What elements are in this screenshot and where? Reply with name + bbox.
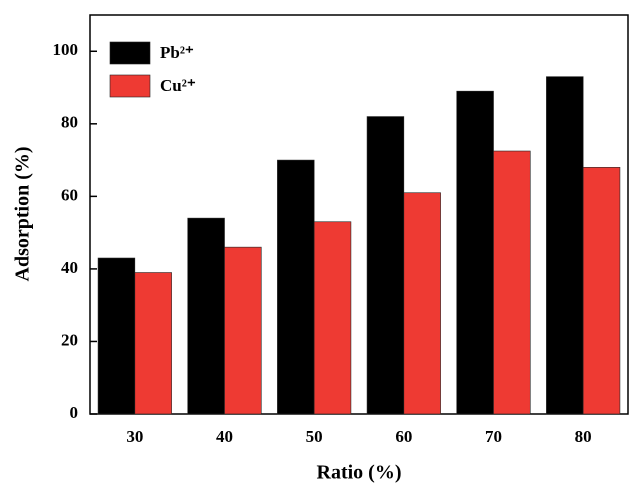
bar [456,90,494,415]
legend-label: Cu²⁺ [160,76,196,95]
bar [366,116,405,415]
bar [313,221,352,415]
bar [187,217,225,415]
x-tick-label: 60 [395,427,412,446]
y-tick-label: 60 [61,185,78,204]
x-tick-label: 30 [126,427,143,446]
bar [277,159,315,415]
bar [582,167,621,415]
x-tick-label: 80 [575,427,592,446]
y-tick-label: 80 [61,113,78,132]
x-tick-label: 50 [306,427,323,446]
legend-swatch [109,74,151,98]
bar [97,257,136,415]
bar [224,246,262,415]
legend-label: Pb²⁺ [160,43,194,62]
y-tick-label: 0 [70,403,79,422]
x-tick-label: 40 [216,427,233,446]
x-axis-title: Ratio (%) [317,462,402,484]
bar [403,192,441,415]
y-tick-label: 40 [61,258,78,277]
bar [493,150,531,415]
x-tick-label: 70 [485,427,502,446]
bar [134,272,172,415]
legend-swatch [109,41,151,65]
y-axis-title: Adsorption (%) [12,146,34,281]
y-tick-label: 100 [53,40,79,59]
y-tick-label: 20 [61,330,78,349]
bar [546,76,584,415]
plot-frame [89,14,629,415]
